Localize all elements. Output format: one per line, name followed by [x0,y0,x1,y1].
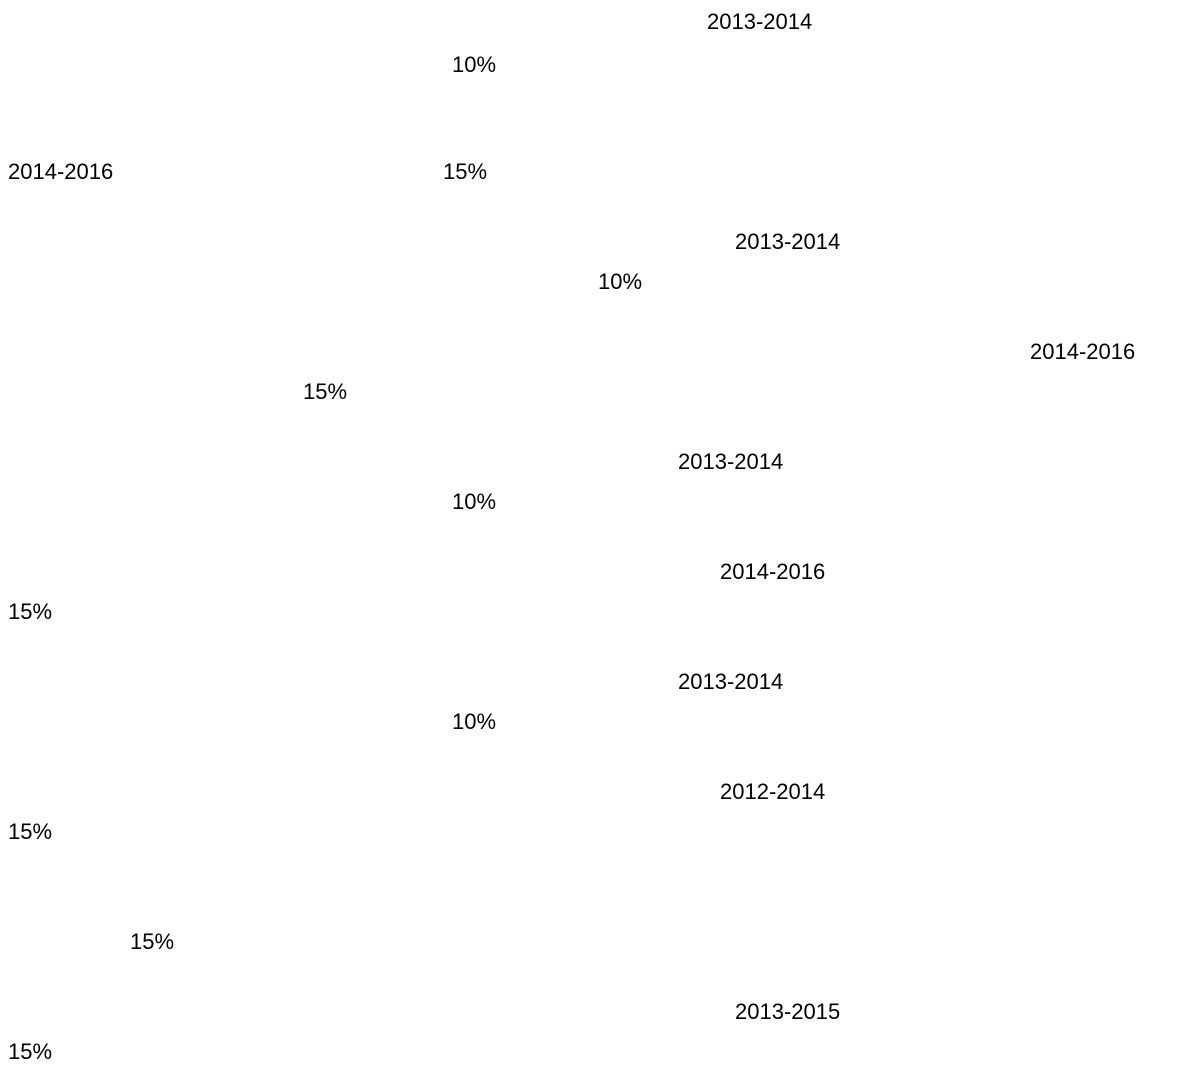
label: 15% [8,1039,53,1064]
label: 10% [452,709,497,734]
label: 2014-2016 [720,559,826,584]
label: 15% [130,929,175,954]
label: 2014-2016 [1030,339,1136,364]
label: 2013-2014 [707,9,813,34]
label: 10% [452,489,497,514]
label: 2012-2014 [720,779,826,804]
label: 2013-2014 [735,229,841,254]
label: 2013-2014 [678,669,784,694]
label: 15% [443,159,488,184]
label: 15% [8,599,53,624]
label: 2013-2014 [678,449,784,474]
label: 15% [8,819,53,844]
label: 2014-2016 [8,159,114,184]
label: 15% [303,379,348,404]
label: 10% [598,269,643,294]
label: 10% [452,52,497,77]
label: 2013-2015 [735,999,841,1024]
